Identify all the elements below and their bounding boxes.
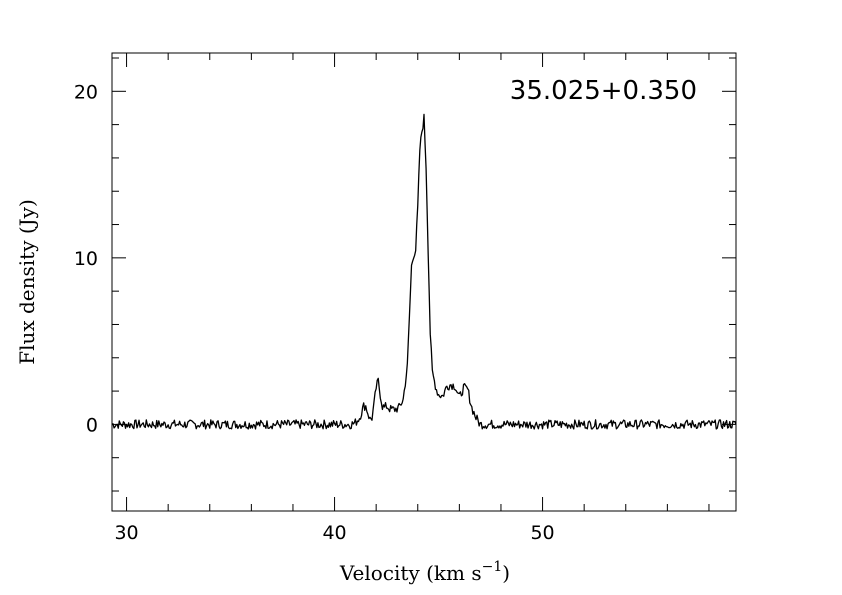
x-axis-label: Velocity (km s−1) (339, 559, 510, 585)
x-axis-label-main: Velocity (km s (339, 561, 482, 585)
x-tick-label: 30 (114, 522, 138, 544)
x-axis-label-superscript: −1 (482, 559, 503, 575)
plot-frame (111, 52, 737, 512)
y-axis-label: Flux density (Jy) (15, 199, 39, 365)
y-tick-label: 10 (74, 248, 98, 270)
x-tick-label: 50 (530, 522, 554, 544)
x-tick-label: 40 (322, 522, 346, 544)
y-tick-label: 0 (86, 414, 98, 436)
y-tick-label: 20 (74, 81, 98, 103)
chart-title: 35.025+0.350 (510, 76, 697, 106)
tick-marks (112, 53, 736, 511)
y-tick-labels: 0 10 20 (74, 81, 98, 436)
spectrum-line (111, 113, 737, 430)
x-tick-labels: 30 40 50 (114, 522, 554, 544)
x-axis-label-end: ) (502, 561, 510, 585)
